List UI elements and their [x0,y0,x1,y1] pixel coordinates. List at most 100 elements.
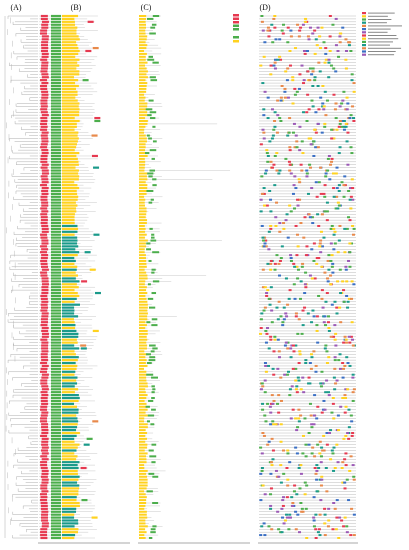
motif [40,516,48,519]
motif [41,312,49,315]
motif [41,81,49,85]
exon [139,353,148,356]
cis-element [333,242,337,245]
utr [147,283,151,286]
cis-element [294,312,298,315]
motif [40,370,48,373]
motif [62,347,80,350]
cis-element [272,373,276,376]
cis-element [327,356,331,359]
utr [152,525,157,528]
motif [40,166,48,169]
motif [41,347,49,350]
cis-element [303,20,307,23]
cis-element [291,367,295,370]
utr [150,79,158,82]
cis-element [332,187,336,190]
cis-element [334,207,338,210]
cis-element [350,507,354,510]
cis-element [328,15,332,17]
cis-element [314,38,318,41]
motif [51,507,61,510]
motif [51,402,61,405]
cis-element [311,67,315,70]
cis-element [312,315,316,318]
utr [146,362,152,365]
exon [139,157,145,160]
cis-element [270,321,274,324]
motif [51,163,61,166]
cis-element [262,187,266,190]
cis-element [344,67,348,70]
cis-element [343,364,347,367]
cis-element [333,507,337,510]
cis-element [288,516,292,519]
motif [41,169,49,172]
cis-element [276,99,280,102]
cis-element [333,467,337,470]
motif [62,23,76,26]
motif [40,154,48,158]
cis-element [324,300,328,303]
exon [139,262,147,265]
exon [139,449,145,452]
motif [62,58,80,61]
motif [41,186,49,190]
exon [139,356,146,359]
cis-element [269,411,273,414]
cis-element [288,513,292,516]
motif [40,175,48,178]
motif [51,367,61,370]
motif [51,478,61,481]
motif [51,32,61,35]
cis-element [315,417,319,420]
motif [62,157,78,160]
motif [62,315,79,318]
cis-element [320,131,324,134]
cis-element [343,227,347,230]
motif [40,466,48,470]
cis-element [340,125,344,128]
cis-element [300,140,304,143]
motif [62,318,75,321]
cis-element [295,265,299,268]
motif [40,531,48,534]
panel-label: (A) [10,3,21,12]
motif [81,280,88,283]
cis-element [330,449,334,452]
cis-element [330,254,334,257]
cis-element [312,423,316,426]
motif [40,128,48,131]
motif [40,434,48,438]
motif [62,493,79,496]
cis-element [299,472,303,475]
cis-element [319,455,323,458]
motif [62,335,79,338]
cis-element [299,163,303,166]
cis-element [288,117,292,120]
cis-element [331,262,335,265]
motif [91,516,98,519]
exon [139,154,148,157]
motif [51,20,61,23]
cis-element [304,17,308,20]
cis-element [289,257,293,260]
exon [139,64,146,67]
motif [51,44,61,47]
exon [139,481,148,484]
exon [139,510,147,513]
cis-element [312,414,316,417]
cis-element [338,146,342,149]
cis-element [263,236,267,239]
motif [62,463,78,467]
motif [62,531,78,534]
cis-element [325,362,329,365]
motif [41,254,49,257]
cis-element [281,499,285,502]
exon [139,373,147,376]
cis-element [294,367,298,370]
motif [51,510,61,513]
cis-element [300,510,304,513]
motif [62,417,78,420]
motif [41,137,49,140]
